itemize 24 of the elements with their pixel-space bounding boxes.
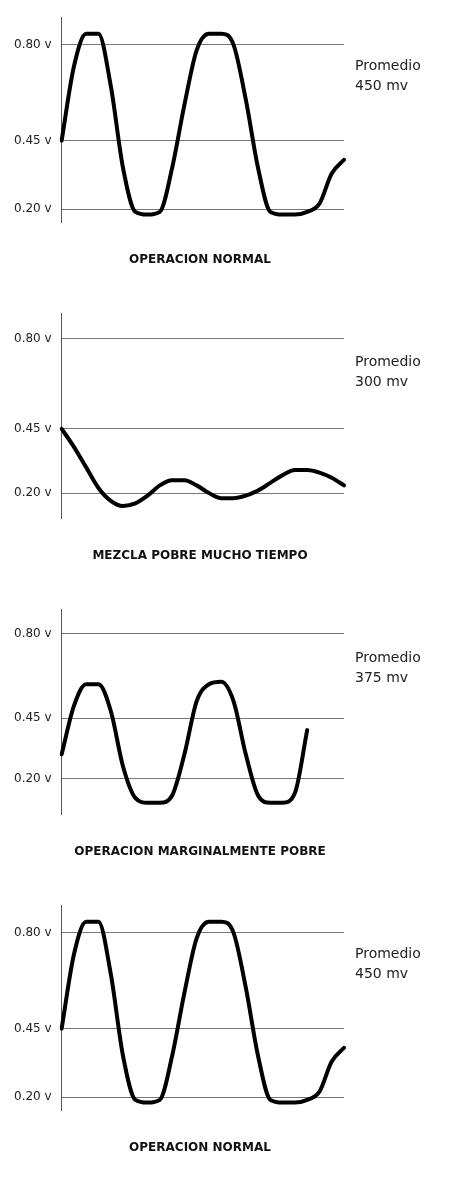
text: Promedio 300 mv [355, 352, 421, 391]
text: Promedio 450 mv [355, 944, 421, 983]
text: Promedio 450 mv [355, 56, 421, 95]
y-tick-label: 0.45 v [13, 132, 52, 147]
line-series [59, 426, 346, 508]
y-tick-label: 0.80 v [13, 331, 52, 346]
text: OPERACION MARGINALMENTE POBRE [73, 844, 327, 858]
y-tick-label: 0.45 v [13, 420, 52, 435]
y-tick-label: 0.45 v [13, 1020, 52, 1035]
y-tick-label: 0.20 v [13, 485, 52, 500]
y-tick-label: 0.80 v [13, 36, 52, 51]
text: OPERACION NORMAL [128, 1140, 272, 1154]
text: MEZCLA POBRE MUCHO TIEMPO [91, 548, 309, 562]
y-tick-label: 0.20 v [13, 770, 52, 785]
line-series [59, 679, 310, 805]
y-tick-label: 0.20 v [13, 1089, 52, 1104]
y-tick-label: 0.80 v [13, 924, 52, 939]
line-series [59, 919, 346, 1105]
text: Promedio 375 mv [355, 648, 421, 687]
line-series [59, 31, 346, 217]
y-tick-label: 0.45 v [13, 710, 52, 725]
text: OPERACION NORMAL [128, 252, 272, 266]
y-tick-label: 0.80 v [13, 625, 52, 640]
y-tick-label: 0.20 v [13, 201, 52, 216]
